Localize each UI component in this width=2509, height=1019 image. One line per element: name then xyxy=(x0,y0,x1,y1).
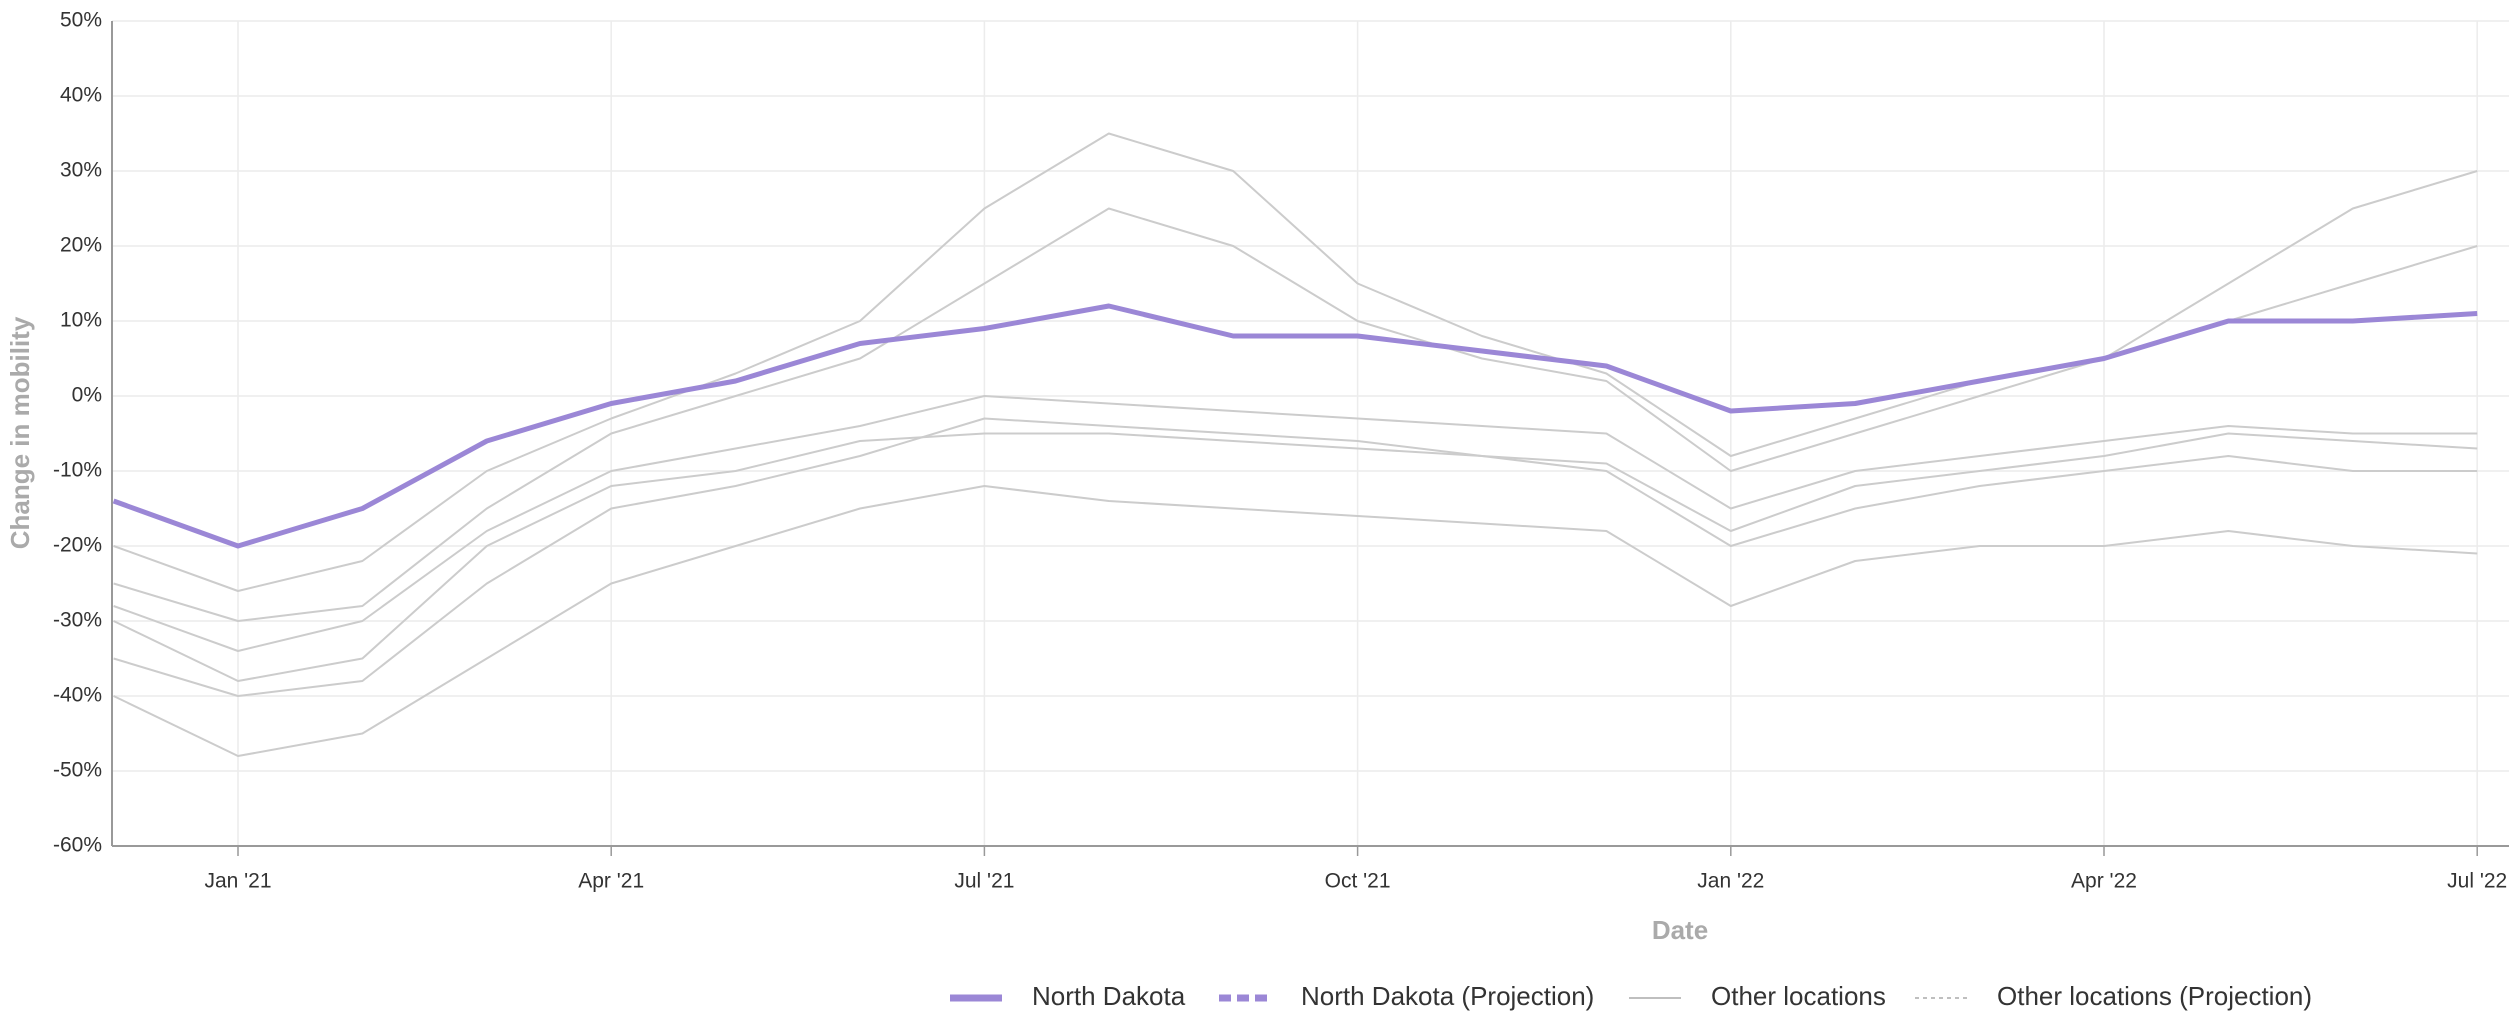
y-tick-label: -60% xyxy=(53,834,102,857)
y-axis-title: Change in mobility xyxy=(5,316,35,549)
y-tick-label: -40% xyxy=(53,684,102,707)
y-tick-label: -30% xyxy=(53,609,102,632)
x-tick-label: Oct '21 xyxy=(1325,870,1391,893)
y-tick-label: -20% xyxy=(53,534,102,557)
x-tick-label: Jan '22 xyxy=(1697,870,1764,893)
y-tick-label: 10% xyxy=(60,309,102,332)
y-tick-label: -10% xyxy=(53,459,102,482)
y-tick-label: -50% xyxy=(53,759,102,782)
series-line xyxy=(112,303,2478,549)
x-tick-label: Jul '22 xyxy=(2447,870,2507,893)
x-tick-label: Jan '21 xyxy=(204,870,271,893)
x-tick-label: Jul '21 xyxy=(954,870,1014,893)
other-location-line xyxy=(113,432,2478,682)
x-axis-title: Date xyxy=(1652,915,1708,945)
legend-label: Other locations (Projection) xyxy=(1997,981,2312,1011)
y-tick-label: 20% xyxy=(60,234,102,257)
y-tick-label: 30% xyxy=(60,159,102,182)
legend-label: Other locations xyxy=(1711,981,1886,1011)
x-tick-label: Apr '21 xyxy=(578,870,644,893)
other-location-line xyxy=(113,395,2478,652)
other-location-line xyxy=(113,485,2478,757)
y-tick-label: 0% xyxy=(72,384,102,407)
legend-label: North Dakota xyxy=(1032,981,1186,1011)
legend-label: North Dakota (Projection) xyxy=(1301,981,1594,1011)
y-tick-label: 50% xyxy=(60,9,102,32)
y-tick-label: 40% xyxy=(60,84,102,107)
x-tick-label: Apr '22 xyxy=(2071,870,2137,893)
other-location-line xyxy=(113,417,2478,697)
